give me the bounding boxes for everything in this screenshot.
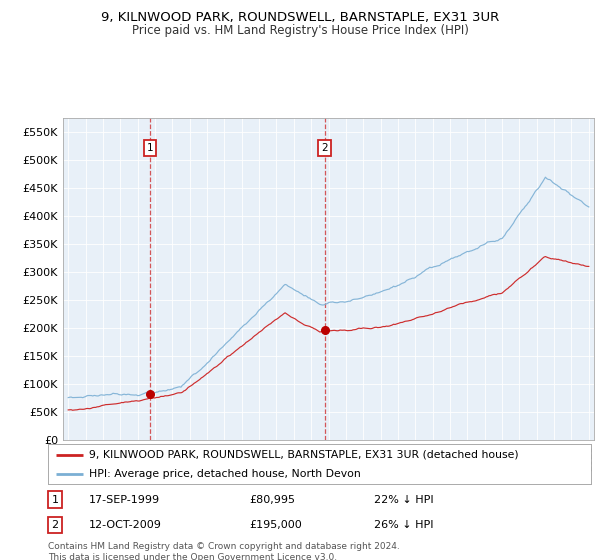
Text: 22% ↓ HPI: 22% ↓ HPI — [374, 494, 433, 505]
Text: 1: 1 — [147, 143, 154, 153]
Text: 12-OCT-2009: 12-OCT-2009 — [89, 520, 161, 530]
Text: £80,995: £80,995 — [249, 494, 295, 505]
Text: 17-SEP-1999: 17-SEP-1999 — [89, 494, 160, 505]
Text: 26% ↓ HPI: 26% ↓ HPI — [374, 520, 433, 530]
Text: 9, KILNWOOD PARK, ROUNDSWELL, BARNSTAPLE, EX31 3UR: 9, KILNWOOD PARK, ROUNDSWELL, BARNSTAPLE… — [101, 11, 499, 24]
Text: 2: 2 — [322, 143, 328, 153]
Text: 9, KILNWOOD PARK, ROUNDSWELL, BARNSTAPLE, EX31 3UR (detached house): 9, KILNWOOD PARK, ROUNDSWELL, BARNSTAPLE… — [89, 450, 518, 460]
Text: Contains HM Land Registry data © Crown copyright and database right 2024.
This d: Contains HM Land Registry data © Crown c… — [48, 542, 400, 560]
Text: £195,000: £195,000 — [249, 520, 302, 530]
Text: 2: 2 — [52, 520, 59, 530]
Text: Price paid vs. HM Land Registry's House Price Index (HPI): Price paid vs. HM Land Registry's House … — [131, 24, 469, 36]
Text: 1: 1 — [52, 494, 59, 505]
Text: HPI: Average price, detached house, North Devon: HPI: Average price, detached house, Nort… — [89, 469, 361, 478]
